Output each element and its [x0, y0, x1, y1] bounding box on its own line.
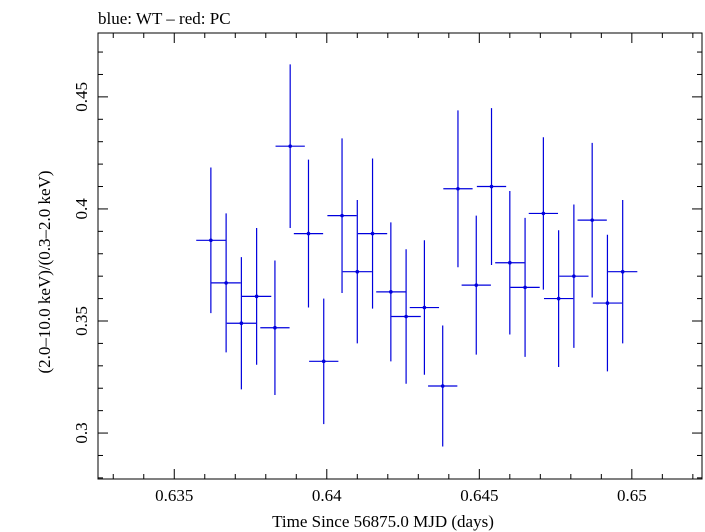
data-point [342, 199, 372, 344]
point-marker [404, 314, 408, 319]
point-marker [620, 269, 625, 274]
point-marker [370, 231, 375, 236]
data-point [543, 230, 574, 367]
y-axis: 0.3 0.35 0.4 0.45 [72, 51, 702, 479]
data-point [443, 110, 473, 268]
data-point [476, 108, 507, 265]
y-tick-label: 0.45 [72, 82, 91, 112]
point-marker [605, 301, 610, 305]
point-marker [288, 144, 292, 148]
point-marker [306, 231, 311, 236]
point-marker [508, 260, 512, 265]
data-point [327, 138, 357, 293]
data-point [226, 257, 257, 390]
x-axis: 0.635 0.64 0.645 0.65 [112, 33, 694, 505]
plot-frame [97, 32, 703, 480]
point-marker [541, 211, 546, 216]
data-point [196, 167, 226, 314]
data-point [241, 227, 272, 365]
data-point [577, 142, 607, 298]
data-point [495, 191, 525, 335]
point-marker [556, 296, 561, 301]
data-point [391, 249, 421, 384]
point-marker [474, 283, 479, 287]
data-point [275, 64, 305, 228]
point-marker [209, 238, 213, 243]
data-point [510, 217, 540, 357]
data-point [559, 204, 589, 348]
x-tick-label: 0.645 [460, 486, 498, 505]
data-series [196, 64, 638, 447]
point-marker [572, 274, 576, 278]
data-point [357, 158, 388, 309]
point-marker [590, 218, 594, 222]
point-marker [422, 305, 427, 310]
data-point [428, 325, 458, 447]
y-tick-label: 0.35 [72, 306, 91, 336]
data-point [608, 199, 638, 344]
point-marker [224, 281, 228, 285]
point-marker [440, 384, 445, 388]
x-tick-label: 0.65 [617, 486, 647, 505]
data-point [376, 222, 406, 362]
y-tick-label: 0.4 [72, 198, 91, 220]
y-tick-label: 0.3 [72, 422, 91, 443]
data-point [592, 234, 623, 372]
y-axis-label: (2.0–10.0 keV)/(0.3–2.0 keV) [35, 170, 54, 373]
point-marker [321, 359, 326, 364]
point-marker [489, 184, 494, 189]
data-point [528, 137, 559, 290]
x-tick-label: 0.635 [155, 486, 193, 505]
data-point [309, 298, 339, 425]
point-marker [456, 186, 460, 191]
data-point [260, 260, 290, 395]
chart-title: blue: WT – red: PC [98, 9, 231, 28]
x-axis-label: Time Since 56875.0 MJD (days) [272, 512, 494, 531]
point-marker [389, 290, 393, 294]
point-marker [254, 294, 259, 299]
data-point [461, 215, 491, 355]
x-tick-label: 0.64 [312, 486, 342, 505]
point-marker [340, 213, 344, 218]
point-marker [273, 325, 277, 330]
point-marker [523, 285, 527, 290]
data-point [293, 159, 324, 308]
point-marker [355, 269, 360, 274]
data-point [211, 213, 241, 353]
data-point [409, 240, 440, 375]
point-marker [239, 321, 244, 326]
